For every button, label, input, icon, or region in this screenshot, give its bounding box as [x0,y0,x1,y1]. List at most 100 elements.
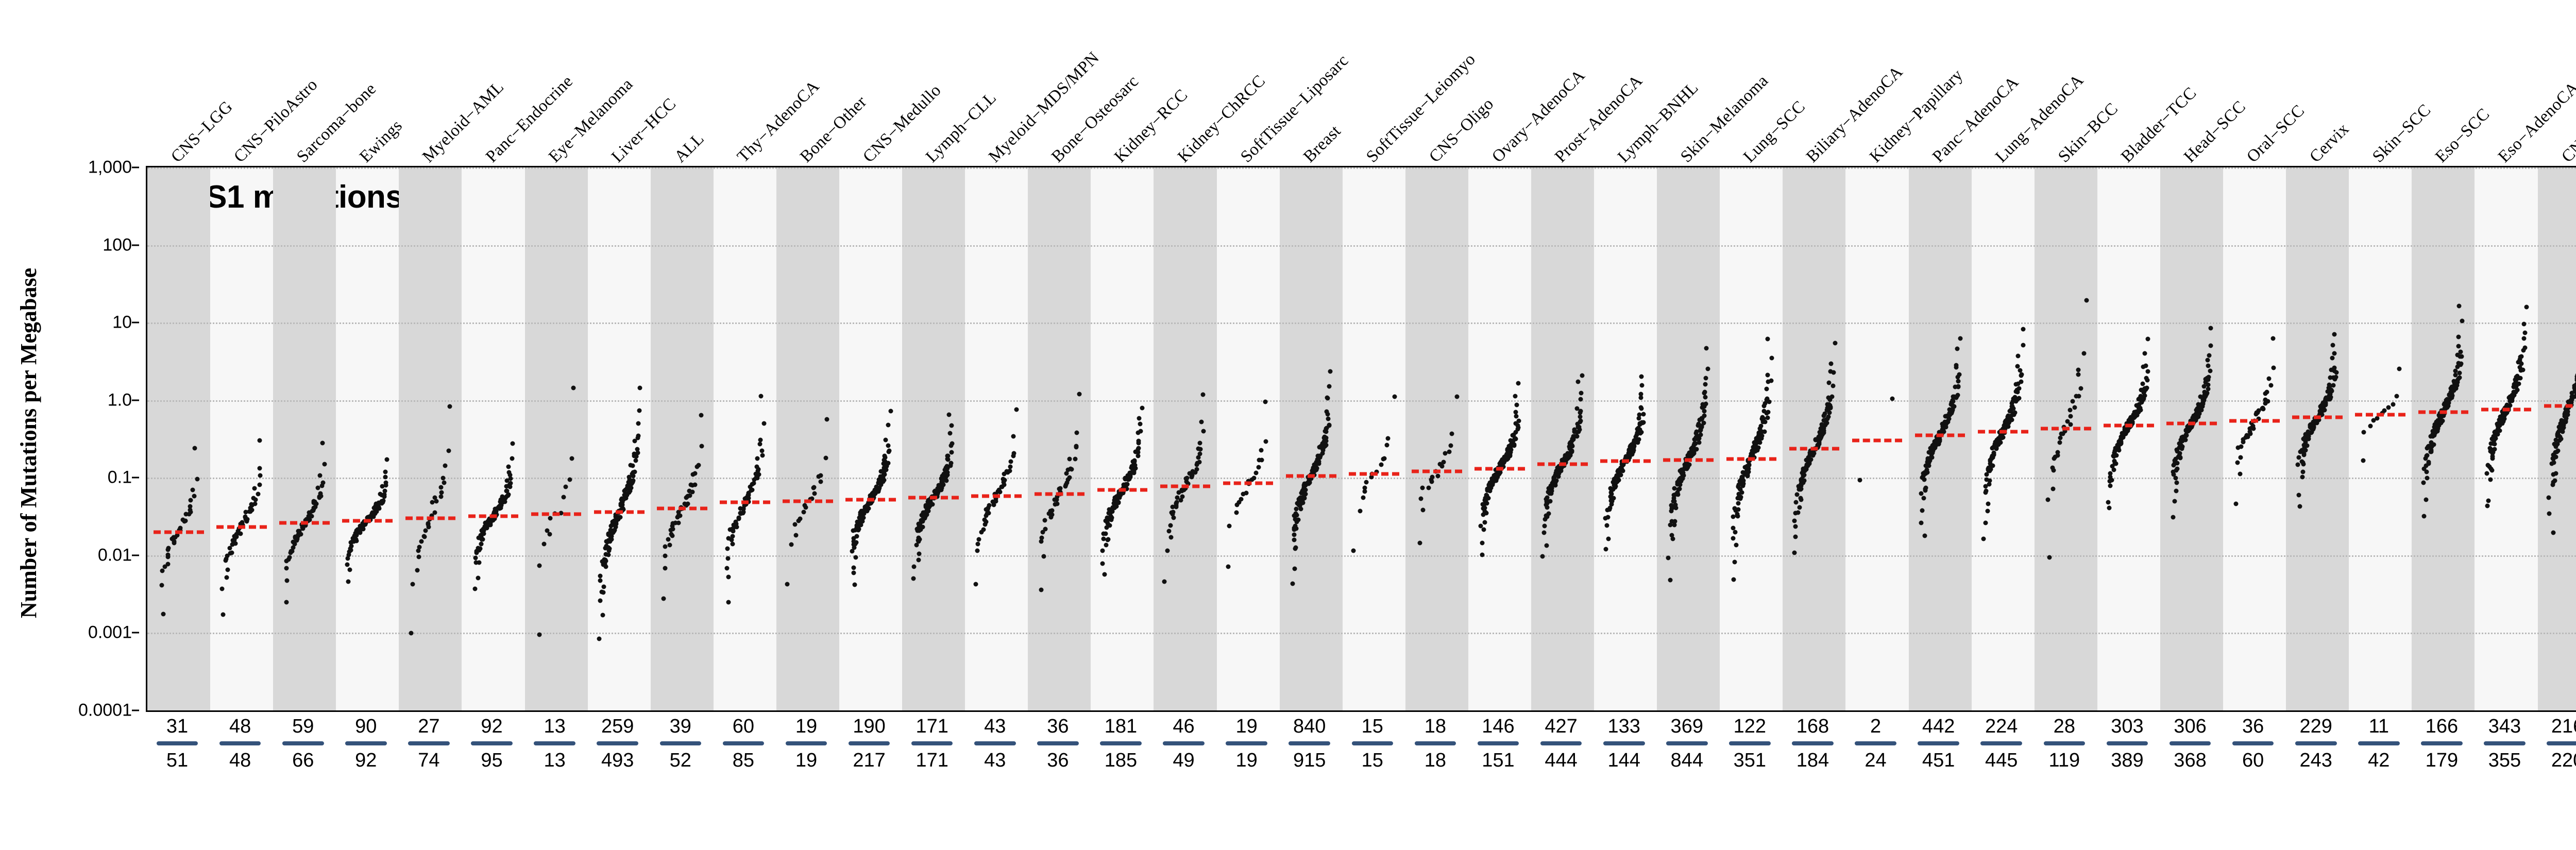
data-point [1732,506,1737,511]
data-point [256,491,261,497]
data-point [378,491,383,497]
data-point [1638,405,1643,410]
data-point [2050,465,2055,470]
total-samples: 66 [292,750,314,771]
data-point [598,573,603,579]
data-point [1351,548,1356,553]
data-point [383,474,388,480]
data-point [1922,533,1927,538]
data-point [249,507,255,513]
data-point [472,586,478,591]
data-point [230,541,235,547]
data-point [161,611,166,617]
median-line [1852,438,1903,443]
sample-count-cell: 19 19 [1215,715,1278,772]
data-point [247,509,252,514]
data-point [601,584,606,589]
data-point [741,506,746,511]
data-point [1921,496,1926,501]
data-point [227,546,232,551]
samples-with-signature: 48 [229,716,251,737]
data-point [1014,407,1019,412]
data-point [725,556,731,561]
data-point [1764,386,1769,392]
data-point [1180,494,1185,499]
data-point [1793,524,1798,529]
data-point [1765,372,1770,378]
data-point [225,553,230,558]
median-line [1348,472,1399,476]
data-point [571,385,576,390]
data-point [382,488,387,494]
fraction-bar [2106,741,2148,745]
total-samples: 217 [853,750,886,771]
data-point [416,548,421,553]
total-samples: 445 [1985,750,2018,771]
data-point [183,518,188,523]
data-point [886,422,891,428]
y-tick-mark [132,399,139,401]
column-band [1154,167,1217,710]
median-line [2229,419,2280,423]
data-point [320,480,326,485]
data-point [233,541,238,546]
data-point [506,464,511,469]
data-point [636,433,641,438]
data-point [2266,376,2272,381]
data-point [409,631,414,636]
samples-with-signature: 168 [1796,716,1829,737]
median-line [1537,462,1588,466]
data-point [1136,446,1141,451]
data-point [1077,392,1082,397]
data-point [2055,450,2060,455]
data-point [1058,486,1063,491]
data-point [692,471,698,476]
total-samples: 144 [1607,750,1640,771]
data-point [602,557,607,562]
data-point [619,496,624,501]
sample-count-cell: 46 49 [1152,715,1215,772]
data-point [1735,512,1740,517]
data-point [2108,483,2113,488]
y-tick-label: 0.001 [88,622,132,642]
data-point [160,568,165,573]
total-samples: 95 [481,750,503,771]
data-point [1760,415,1765,420]
data-point [315,485,320,490]
data-point [945,453,950,458]
data-point [477,560,482,565]
data-point [2521,336,2527,341]
data-point [1957,372,1962,377]
data-point [2072,405,2077,410]
data-point [171,535,176,540]
data-point [1253,470,1259,475]
data-point [284,578,290,583]
data-point [626,474,632,480]
category-label-eso-scc: Eso−SCC [2432,105,2494,166]
data-point [690,489,695,495]
data-point [569,456,574,461]
data-point [1226,564,1231,569]
data-point [2386,405,2391,410]
data-point [252,486,257,491]
data-point [2487,446,2493,451]
median-line [279,521,330,525]
data-point [295,536,300,541]
data-point [1571,434,1576,439]
fraction-bar [1666,741,1708,745]
data-point [2460,318,2465,324]
data-point [2397,366,2402,371]
median-line [2104,423,2154,428]
data-point [798,516,803,521]
fraction-bar [1226,741,1267,745]
sample-count-cell: 122 351 [1718,715,1781,772]
data-point [1385,436,1391,441]
data-point [2333,375,2338,380]
data-point [1101,531,1106,536]
data-point [314,501,319,506]
data-point [761,421,767,426]
samples-with-signature: 427 [1545,716,1578,737]
data-point [2112,458,2117,464]
data-point [730,541,735,547]
data-point [537,632,542,637]
